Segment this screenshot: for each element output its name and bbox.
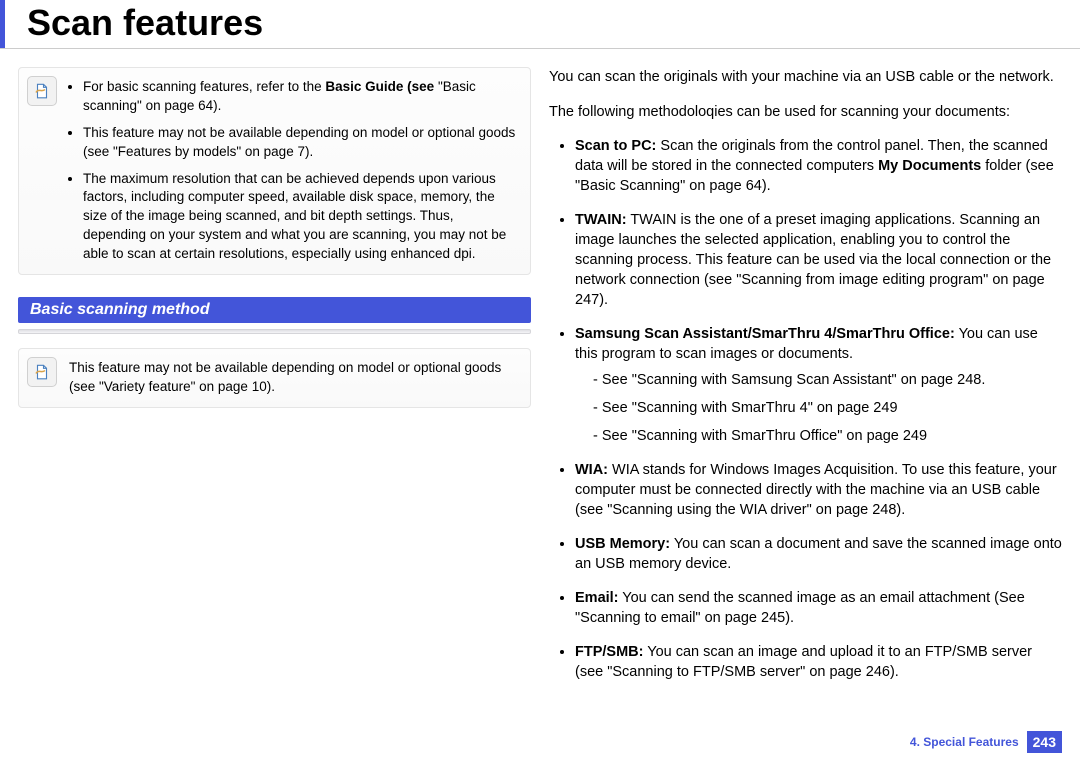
note-box-1: For basic scanning features, refer to th… bbox=[18, 67, 531, 275]
right-column: You can scan the originals with your mac… bbox=[549, 67, 1062, 696]
header-underline bbox=[0, 48, 1080, 49]
method-subitem: See "Scanning with SmarThru Office" on p… bbox=[593, 426, 1062, 446]
note-text-2: This feature may not be available depend… bbox=[69, 360, 501, 394]
footer-chapter: 4. Special Features bbox=[910, 735, 1019, 749]
note-icon bbox=[27, 357, 57, 387]
intro-paragraph-2: The following methodoloqies can be used … bbox=[549, 102, 1062, 122]
note-list-1: For basic scanning features, refer to th… bbox=[69, 78, 518, 264]
content-columns: For basic scanning features, refer to th… bbox=[0, 67, 1080, 696]
note-list-item: The maximum resolution that can be achie… bbox=[83, 170, 518, 264]
section-header-basic-scanning: Basic scanning method bbox=[18, 297, 531, 323]
left-column: For basic scanning features, refer to th… bbox=[18, 67, 531, 696]
page-footer: 4. Special Features 243 bbox=[910, 731, 1062, 753]
section-separator bbox=[18, 329, 531, 334]
note-body-1: For basic scanning features, refer to th… bbox=[69, 78, 518, 264]
note-list-item: For basic scanning features, refer to th… bbox=[83, 78, 518, 116]
note-body-2: This feature may not be available depend… bbox=[69, 359, 518, 397]
note-list-item: This feature may not be available depend… bbox=[83, 124, 518, 162]
method-subitem: See "Scanning with SmarThru 4" on page 2… bbox=[593, 398, 1062, 418]
method-item: TWAIN: TWAIN is the one of a preset imag… bbox=[575, 210, 1062, 310]
method-item: Samsung Scan Assistant/SmarThru 4/SmarTh… bbox=[575, 324, 1062, 446]
note-icon bbox=[27, 76, 57, 106]
method-item: USB Memory: You can scan a document and … bbox=[575, 534, 1062, 574]
method-sublist: See "Scanning with Samsung Scan Assistan… bbox=[575, 370, 1062, 446]
intro-paragraph-1: You can scan the originals with your mac… bbox=[549, 67, 1062, 87]
page-title: Scan features bbox=[0, 0, 1080, 48]
method-item: WIA: WIA stands for Windows Images Acqui… bbox=[575, 460, 1062, 520]
method-item: FTP/SMB: You can scan an image and uploa… bbox=[575, 642, 1062, 682]
note-box-2: This feature may not be available depend… bbox=[18, 348, 531, 408]
method-item: Email: You can send the scanned image as… bbox=[575, 588, 1062, 628]
page-number: 243 bbox=[1027, 731, 1062, 753]
methods-list: Scan to PC: Scan the originals from the … bbox=[549, 136, 1062, 682]
method-subitem: See "Scanning with Samsung Scan Assistan… bbox=[593, 370, 1062, 390]
method-item: Scan to PC: Scan the originals from the … bbox=[575, 136, 1062, 196]
